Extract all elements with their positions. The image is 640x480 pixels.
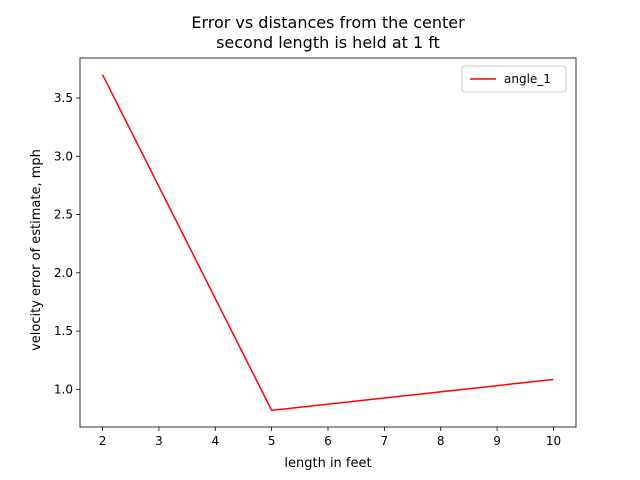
plot-area: 2 3 4 5 6 7 8 9 10 1.0 1.5 2.0 2.5 3.0 3.5 angle_1 — [54, 57, 577, 448]
x-tick-label: 7 — [381, 434, 389, 448]
x-tick-label: 3 — [155, 434, 163, 448]
y-tick-label: 3.5 — [54, 91, 73, 105]
x-tick-label: 5 — [268, 434, 276, 448]
legend-box — [461, 65, 567, 93]
legend-label: angle_1 — [504, 72, 551, 86]
y-tick-label: 2.0 — [54, 266, 73, 280]
x-tick-label: 4 — [211, 434, 219, 448]
y-tick-label: 1.5 — [54, 324, 73, 338]
y-tick-label: 1.0 — [54, 382, 73, 396]
x-tick-label: 8 — [437, 434, 445, 448]
chart-title-line-1: Error vs distances from the center — [191, 13, 465, 32]
x-tick-label: 6 — [324, 434, 332, 448]
chart-title-line-2: second length is held at 1 ft — [216, 33, 440, 52]
series-line-angle_1 — [101, 74, 554, 412]
x-tick-label: 9 — [493, 434, 501, 448]
y-tick-label: 3.0 — [54, 149, 73, 163]
x-tick-label: 2 — [99, 434, 107, 448]
y-tick-label: 2.5 — [54, 208, 73, 222]
y-axis-label: velocity error of estimate, mph — [29, 149, 44, 351]
x-tick-label: 10 — [546, 434, 561, 448]
x-axis-label: length in feet — [284, 456, 371, 471]
